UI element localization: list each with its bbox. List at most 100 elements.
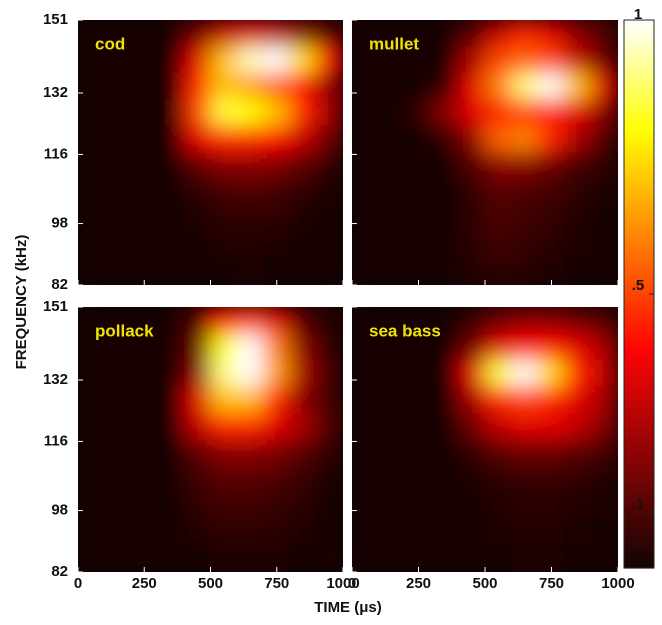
heatmap-cell — [404, 307, 433, 334]
colorbar-step — [624, 70, 654, 76]
heatmap-cell — [590, 386, 618, 414]
heatmap-cell — [183, 307, 211, 334]
heatmap-cell — [104, 178, 132, 206]
heatmap-cell — [316, 518, 343, 546]
colorbar-step — [624, 399, 654, 405]
heatmap-cell — [404, 465, 433, 493]
heatmap-cell — [378, 152, 406, 180]
heatmap-cell — [537, 125, 566, 153]
heatmap-cell — [484, 492, 513, 520]
colorbar-step — [624, 143, 654, 149]
heatmap-cell — [316, 545, 343, 572]
heatmap-cell — [157, 386, 185, 414]
heatmap-cell — [511, 518, 539, 546]
heatmap-cell — [564, 465, 592, 493]
heatmap-cell — [236, 412, 264, 440]
heatmap-cell — [511, 46, 539, 74]
heatmap-cell — [484, 412, 513, 440]
colorbar-step — [624, 458, 654, 464]
heatmap-cell — [316, 307, 343, 334]
colorbar-step — [624, 266, 654, 272]
heatmap-cell — [130, 72, 158, 100]
heatmap-cell — [564, 518, 592, 546]
panel-title: mullet — [369, 34, 419, 53]
heatmap-cell — [537, 333, 566, 361]
heatmap-cell — [104, 386, 132, 414]
y-tick-label: 98 — [51, 502, 68, 519]
heatmap-cell — [263, 46, 291, 74]
heatmap-cell — [157, 333, 185, 361]
colorbar-step — [624, 61, 654, 67]
heatmap-cell — [130, 307, 158, 334]
y-tick-label: 116 — [44, 145, 68, 162]
colorbar-tick-label: 1 — [634, 6, 642, 23]
heatmap-cell — [210, 412, 238, 440]
heatmap-cell — [104, 359, 132, 387]
heatmap-cell — [263, 359, 291, 387]
heatmap-cell — [537, 152, 566, 180]
heatmap-cell — [130, 231, 158, 259]
heatmap-cell — [157, 307, 185, 334]
heatmap-cell — [484, 99, 513, 127]
heatmap-cell — [457, 333, 486, 361]
heatmap-cell — [590, 125, 618, 153]
heatmap-cell — [183, 465, 211, 493]
heatmap-cell — [457, 99, 486, 127]
panel — [78, 307, 343, 572]
heatmap-cell — [590, 152, 618, 180]
heatmap-cell — [378, 333, 406, 361]
heatmap-cell — [352, 307, 380, 334]
heatmap-cell — [378, 20, 406, 47]
heatmap-cell — [404, 152, 433, 180]
colorbar-step — [624, 225, 654, 231]
heatmap-cell — [263, 152, 291, 180]
colorbar-step — [624, 42, 654, 48]
colorbar-step — [624, 65, 654, 71]
heatmap-cell — [537, 412, 566, 440]
heatmap-cell — [210, 386, 238, 414]
colorbar-step — [624, 536, 654, 542]
heatmap-cell — [564, 439, 592, 467]
heatmap-cell — [236, 46, 264, 74]
heatmap-cell — [484, 205, 513, 233]
y-tick-label: 132 — [43, 84, 68, 101]
colorbar-step — [624, 412, 654, 418]
heatmap-cell — [511, 492, 539, 520]
heatmap-cell — [590, 231, 618, 259]
heatmap-cell — [352, 231, 380, 259]
heatmap-cell — [511, 20, 539, 47]
colorbar-step — [624, 188, 654, 195]
heatmap-cell — [378, 439, 406, 467]
heatmap-cell — [316, 205, 343, 233]
colorbar-step — [624, 481, 654, 487]
y-tick-label: 82 — [51, 276, 68, 293]
heatmap-cell — [457, 46, 486, 74]
heatmap-cell — [289, 307, 317, 334]
heatmap-cell — [183, 231, 211, 259]
panel-title: pollack — [95, 321, 154, 340]
heatmap-cell — [263, 439, 291, 467]
colorbar-step — [624, 417, 654, 423]
heatmap-cell — [564, 72, 592, 100]
heatmap-cell — [378, 258, 406, 285]
heatmap-cell — [352, 205, 380, 233]
heatmap-cell — [183, 333, 211, 361]
heatmap-cell — [183, 258, 211, 285]
x-axis-label: TIME (μs) — [314, 599, 382, 616]
colorbar-step — [624, 476, 654, 482]
colorbar-step — [624, 357, 654, 364]
colorbar-step — [624, 38, 654, 44]
colorbar-step — [624, 134, 654, 140]
heatmap-cell — [78, 465, 105, 493]
x-tick-label: 500 — [472, 575, 497, 592]
heatmap-cell — [157, 99, 185, 127]
heatmap-cell — [564, 99, 592, 127]
colorbar-step — [624, 421, 654, 428]
heatmap-cell — [316, 258, 343, 285]
colorbar-step — [624, 220, 654, 227]
heatmap-cell — [316, 231, 343, 259]
heatmap-cell — [457, 492, 486, 520]
heatmap-cell — [157, 412, 185, 440]
heatmap-cell — [236, 99, 264, 127]
heatmap-cell — [104, 152, 132, 180]
